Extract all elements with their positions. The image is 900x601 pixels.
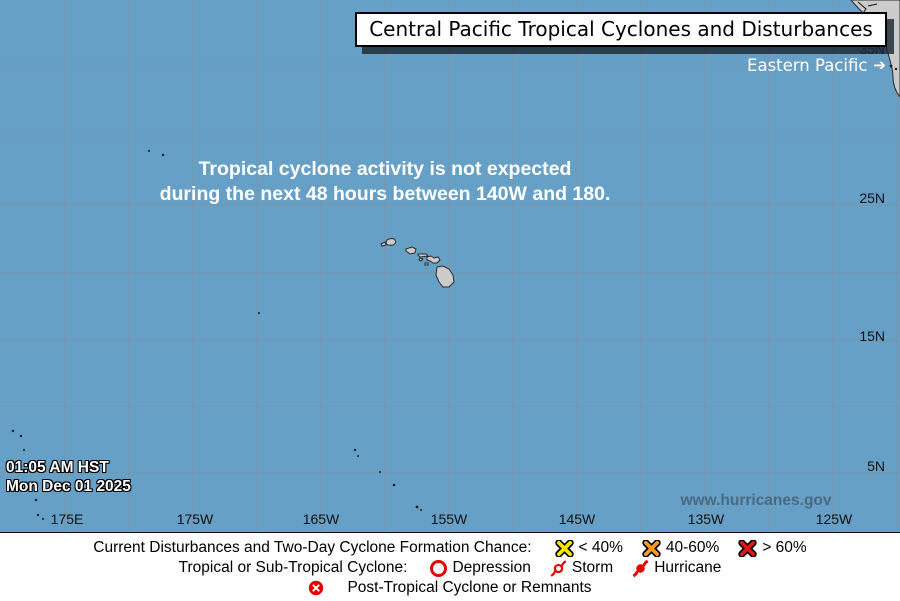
issuance-timestamp: 01:05 AM HST Mon Dec 01 2025 (6, 458, 131, 496)
post-tropical-item (308, 580, 324, 596)
legend-row-formation-chance: Current Disturbances and Two-Day Cyclone… (0, 538, 900, 558)
x-mark-low-icon (554, 539, 574, 557)
depression-circle-icon (430, 559, 448, 577)
lon-label-165w: 165W (302, 511, 340, 527)
x-mark-high-icon (738, 539, 758, 557)
storm-label: Storm (571, 559, 614, 576)
pacific-map: Tropical cyclone activity is not expecte… (0, 0, 900, 533)
page-title: Central Pacific Tropical Cyclones and Di… (355, 12, 887, 47)
lat-label-5n: 5N (867, 458, 885, 474)
tropical-storm-icon (550, 559, 567, 577)
lat-label-25n: 25N (859, 190, 885, 206)
storm-item: Storm (550, 559, 613, 578)
chance-medium-item: 40-60% (642, 539, 719, 557)
island-niihau (380, 241, 387, 247)
eastern-pacific-link[interactable]: Eastern Pacific ➔ (747, 56, 886, 75)
island-oahu (405, 246, 417, 255)
outlook-message-line1: Tropical cyclone activity is not expecte… (198, 158, 572, 180)
hurricane-item: Hurricane (632, 559, 721, 578)
lon-label-175w: 175W (176, 511, 214, 527)
lon-label-175e: 175E (50, 511, 84, 527)
island-kauai (385, 238, 397, 246)
cyclone-type-label: Tropical or Sub-Tropical Cyclone: (178, 559, 408, 576)
landmasses (380, 0, 900, 288)
chance-low-label: < 40% (578, 539, 623, 556)
timestamp-time: 01:05 AM HST (6, 459, 109, 476)
outlook-message-line2: during the next 48 hours between 140W an… (159, 183, 611, 205)
post-tropical-circle-x-icon (309, 580, 324, 596)
lon-label-145w: 145W (558, 511, 596, 527)
x-mark-medium-icon (642, 539, 661, 557)
map-legend: Current Disturbances and Two-Day Cyclone… (0, 533, 900, 601)
small-atolls (11, 64, 898, 520)
lon-label-125w: 125W (815, 511, 853, 527)
island-lanai (418, 257, 424, 262)
map-base-graphics (0, 0, 900, 532)
island-hawaii (435, 265, 455, 288)
eastern-pacific-label: Eastern Pacific (747, 56, 868, 75)
formation-chance-label: Current Disturbances and Two-Day Cyclone… (93, 539, 532, 556)
depression-item: Depression (430, 559, 531, 577)
legend-row-post-tropical: Post-Tropical Cyclone or Remnants (0, 578, 900, 598)
chance-low-item: < 40% (554, 539, 623, 557)
outlook-message: Tropical cyclone activity is not expecte… (125, 157, 645, 207)
timestamp-date: Mon Dec 01 2025 (6, 478, 131, 495)
post-tropical-label: Post-Tropical Cyclone or Remnants (347, 579, 592, 596)
lat-label-15n: 15N (859, 328, 885, 344)
chance-high-item: > 60% (738, 539, 807, 557)
depression-label: Depression (452, 559, 531, 576)
hurricane-label: Hurricane (654, 559, 722, 576)
island-molokai (417, 253, 430, 258)
island-maui (426, 255, 441, 264)
coast-annotation-marks (857, 1, 878, 14)
island-kahoolawe (424, 262, 429, 266)
ocean-fill (0, 0, 900, 532)
chance-medium-label: 40-60% (665, 539, 720, 556)
hurricane-icon (632, 559, 649, 577)
lon-label-155w: 155W (430, 511, 468, 527)
legend-row-cyclone-types: Tropical or Sub-Tropical Cyclone: Depres… (0, 558, 900, 578)
chance-high-label: > 60% (762, 539, 807, 556)
hurricanes-gov-watermark: www.hurricanes.gov (680, 492, 832, 509)
right-arrow-icon: ➔ (873, 56, 886, 74)
lon-label-135w: 135W (687, 511, 725, 527)
